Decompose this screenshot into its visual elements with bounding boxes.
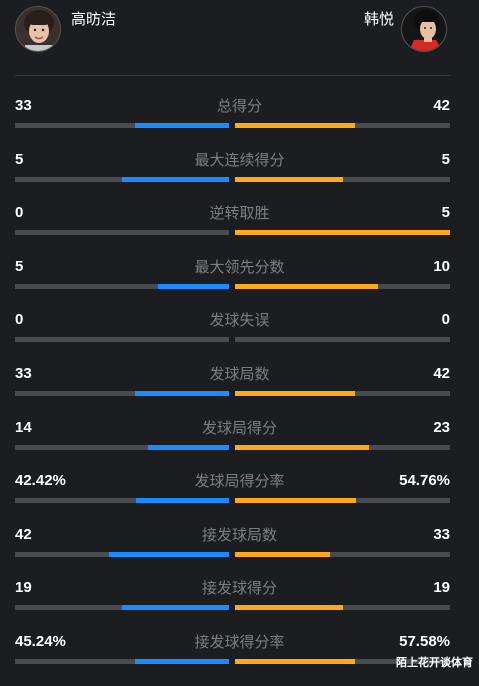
stat-left-value: 33 <box>15 365 32 382</box>
stat-right-value: 0 <box>441 311 450 328</box>
stat-row: 发球局数 33 42 <box>0 364 479 418</box>
stat-left-bar-fill <box>148 445 229 450</box>
stat-right-bar-track <box>235 337 450 342</box>
stat-right-bar-track <box>235 445 450 450</box>
stat-row: 最大领先分数 5 10 <box>0 257 479 311</box>
stat-row: 发球局得分率 42.42% 54.76% <box>0 471 479 525</box>
stat-right-value: 19 <box>433 579 450 596</box>
stat-label: 发球局得分率 <box>194 472 285 490</box>
stat-right-value: 5 <box>441 204 450 221</box>
stat-row: 总得分 33 42 <box>0 96 479 150</box>
stat-right-bar-track <box>235 230 450 235</box>
stat-left-value: 0 <box>15 204 24 221</box>
stat-right-value: 10 <box>433 258 450 275</box>
stat-label: 发球局得分 <box>201 419 277 437</box>
player-left-avatar[interactable] <box>15 6 61 52</box>
stat-row: 发球局得分 14 23 <box>0 418 479 472</box>
stat-left-value: 14 <box>15 419 32 436</box>
stat-label: 总得分 <box>216 97 262 115</box>
player-right-avatar[interactable] <box>401 6 447 52</box>
stat-right-bar-fill <box>235 552 330 557</box>
player-left-photo-icon <box>16 7 60 51</box>
stat-left-bar-fill <box>135 391 229 396</box>
stat-right-bar-fill <box>235 605 343 610</box>
stat-label: 逆转取胜 <box>209 204 270 222</box>
header-divider <box>15 75 450 76</box>
stat-left-bar-fill <box>122 605 229 610</box>
stat-row: 接发球得分率 45.24% 57.58% <box>0 632 479 686</box>
stat-left-bar-track <box>15 605 229 610</box>
stat-left-bar-track <box>15 337 229 342</box>
stat-left-value: 42 <box>15 526 32 543</box>
stat-left-bar-fill <box>136 498 229 503</box>
stat-row: 发球失误 0 0 <box>0 310 479 364</box>
stat-left-value: 0 <box>15 311 24 328</box>
stat-right-bar-track <box>235 284 450 289</box>
stat-right-value: 23 <box>433 419 450 436</box>
stat-left-value: 42.42% <box>15 472 66 489</box>
stat-right-bar-track <box>235 605 450 610</box>
stat-left-bar-fill <box>158 284 229 289</box>
stat-label: 接发球得分 <box>201 579 277 597</box>
player-left-name[interactable]: 高昉洁 <box>71 10 117 28</box>
stat-left-bar-track <box>15 230 229 235</box>
stat-left-bar-fill <box>122 177 229 182</box>
stat-row: 逆转取胜 0 5 <box>0 203 479 257</box>
stat-row: 接发球得分 19 19 <box>0 578 479 632</box>
stat-right-bar-fill <box>235 445 369 450</box>
stat-left-bar-fill <box>135 123 229 128</box>
stat-right-bar-fill <box>235 498 356 503</box>
stat-left-bar-fill <box>109 552 229 557</box>
stat-right-value: 5 <box>441 151 450 168</box>
stat-left-value: 19 <box>15 579 32 596</box>
stat-right-bar-fill <box>235 230 450 235</box>
stat-left-bar-track <box>15 391 229 396</box>
stat-right-value: 42 <box>433 97 450 114</box>
stat-left-bar-track <box>15 177 229 182</box>
stat-label: 发球局数 <box>209 365 270 383</box>
stat-label: 发球失误 <box>209 311 270 329</box>
stat-right-value: 57.58% <box>399 633 450 650</box>
stat-row: 最大连续得分 5 5 <box>0 150 479 204</box>
stat-left-value: 5 <box>15 258 24 275</box>
stat-right-bar-track <box>235 498 450 503</box>
stat-left-bar-track <box>15 498 229 503</box>
stat-label: 最大领先分数 <box>194 258 285 276</box>
stat-row: 接发球局数 42 33 <box>0 525 479 579</box>
stat-left-bar-track <box>15 284 229 289</box>
stat-right-bar-track <box>235 659 450 664</box>
stat-left-value: 45.24% <box>15 633 66 650</box>
stat-right-bar-track <box>235 552 450 557</box>
stat-left-value: 33 <box>15 97 32 114</box>
stat-left-bar-fill <box>135 659 229 664</box>
stat-right-bar-track <box>235 391 450 396</box>
stat-right-bar-fill <box>235 177 343 182</box>
stat-right-bar-fill <box>235 123 355 128</box>
stat-left-bar-track <box>15 552 229 557</box>
stat-right-bar-fill <box>235 659 355 664</box>
stat-left-bar-track <box>15 659 229 664</box>
stat-right-bar-track <box>235 177 450 182</box>
stat-left-bar-track <box>15 123 229 128</box>
watermark: 陌上花开谈体育 <box>396 656 473 669</box>
stat-label: 接发球局数 <box>201 526 277 544</box>
stat-label: 接发球得分率 <box>194 633 285 651</box>
stat-right-bar-fill <box>235 284 378 289</box>
stat-right-value: 54.76% <box>399 472 450 489</box>
stat-right-bar-fill <box>235 391 355 396</box>
player-right-photo-icon <box>402 7 446 51</box>
match-header: 高昉洁 韩悦 <box>0 0 479 76</box>
stat-left-bar-track <box>15 445 229 450</box>
stat-label: 最大连续得分 <box>194 151 285 169</box>
stat-right-value: 42 <box>433 365 450 382</box>
player-right-name[interactable]: 韩悦 <box>363 10 394 28</box>
stat-right-value: 33 <box>433 526 450 543</box>
stat-right-bar-track <box>235 123 450 128</box>
stat-left-value: 5 <box>15 151 24 168</box>
